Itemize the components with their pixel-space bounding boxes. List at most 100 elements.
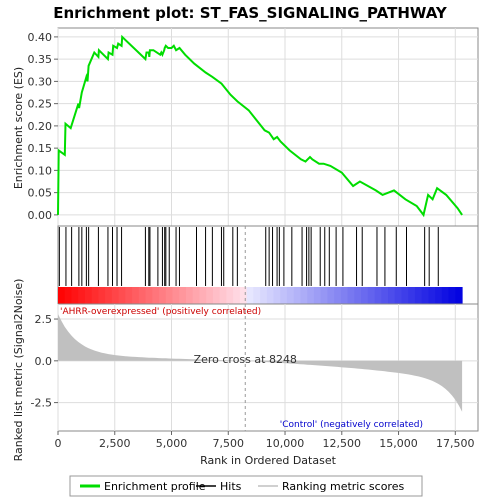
- chart-title: Enrichment plot: ST_FAS_SIGNALING_PATHWA…: [53, 4, 448, 22]
- colorbar-segment: [340, 287, 349, 304]
- colorbar-segment: [84, 287, 93, 304]
- colorbar-segment: [266, 287, 275, 304]
- es-y-axis: 0.00 0.05 0.10 0.15 0.20 0.25 0.30 0.35 0.40: [28, 31, 58, 222]
- colorbar-segment: [286, 287, 295, 304]
- colorbar-segment: [219, 287, 227, 304]
- x-tick-label: 12,500: [323, 437, 362, 450]
- es-panel: 0.00 0.05 0.10 0.15 0.20 0.25 0.30 0.35 0.40: [28, 27, 479, 227]
- colorbar-segment: [71, 287, 79, 304]
- colorbar-segment: [185, 287, 194, 304]
- legend-label: Enrichment profile: [104, 480, 206, 493]
- es-y-tick-label: 0.20: [28, 120, 53, 133]
- colorbar-segment: [199, 287, 207, 304]
- ranked-list-colorbar: [58, 287, 463, 304]
- legend-frame: [69, 475, 423, 497]
- colorbar-segment: [280, 287, 288, 304]
- colorbar-segment: [361, 287, 369, 304]
- colorbar-segment: [455, 287, 463, 304]
- es-y-tick-label: 0.00: [28, 209, 53, 222]
- es-y-tick-label: 0.30: [28, 75, 53, 88]
- colorbar-segment: [233, 287, 241, 304]
- x-axis: 0 2,500 5,000 7,500 10,000 12,500 15,000 17,500: [55, 431, 475, 450]
- colorbar-segment: [421, 287, 429, 304]
- x-axis-title: Rank in Ordered Dataset: [200, 454, 337, 467]
- x-tick-label: 10,000: [266, 437, 305, 450]
- ranking-metric-area: [58, 314, 463, 412]
- negative-correlation-label: 'Control' (negatively correlated): [280, 420, 423, 430]
- colorbar-segment: [206, 287, 214, 304]
- positive-correlation-label: 'AHRR-overexpressed' (positively correla…: [60, 307, 261, 317]
- hits-panel: [57, 225, 479, 305]
- colorbar-segment: [64, 287, 72, 304]
- colorbar-segment: [408, 287, 416, 304]
- colorbar-segment: [159, 287, 167, 304]
- colorbar-segment: [226, 287, 234, 304]
- colorbar-segment: [273, 287, 281, 304]
- colorbar-segment: [381, 287, 389, 304]
- colorbar-segment: [401, 287, 409, 304]
- colorbar-segment: [300, 287, 308, 304]
- hits-group: [58, 227, 439, 286]
- colorbar-segment: [414, 287, 423, 304]
- colorbar-segment: [78, 287, 86, 304]
- colorbar-segment: [145, 287, 153, 304]
- es-axis-title: Enrichment score (ES): [12, 67, 25, 189]
- colorbar-segment: [320, 287, 328, 304]
- x-tick-label: 17,500: [436, 437, 475, 450]
- colorbar-segment: [172, 287, 180, 304]
- x-tick-label: 15,000: [379, 437, 418, 450]
- colorbar-segment: [334, 287, 342, 304]
- metric-panel: 2.5 0.0 -2.5 'AHRR-overexpressed' (positiv…: [31, 226, 479, 432]
- colorbar-segment: [347, 287, 355, 304]
- colorbar-segment: [58, 287, 66, 304]
- colorbar-segment: [293, 287, 301, 304]
- legend-label: Ranking metric scores: [282, 480, 404, 493]
- colorbar-segment: [246, 287, 254, 304]
- colorbar-segment: [118, 287, 126, 304]
- metric-y-tick-label: 0.0: [35, 355, 53, 368]
- colorbar-segment: [192, 287, 200, 304]
- legend: Enrichment profile Hits Ranking metric sco…: [69, 475, 423, 497]
- colorbar-segment: [260, 287, 268, 304]
- es-y-tick-label: 0.10: [28, 164, 53, 177]
- es-y-tick-label: 0.35: [28, 53, 53, 66]
- x-tick-label: 2,500: [99, 437, 131, 450]
- metric-axis-title: Ranked list metric (Signal2Noise): [12, 279, 25, 462]
- x-tick-label: 0: [55, 437, 62, 450]
- colorbar-segment: [354, 287, 362, 304]
- x-tick-label: 5,000: [156, 437, 188, 450]
- colorbar-segment: [152, 287, 160, 304]
- colorbar-segment: [448, 287, 456, 304]
- colorbar-segment: [212, 287, 221, 304]
- metric-y-tick-label: -2.5: [31, 397, 52, 410]
- es-plot-frame: [57, 27, 479, 227]
- enrichment-profile-line: [57, 34, 463, 218]
- zero-cross-label: Zero cross at 8248: [194, 353, 297, 366]
- metric-y-axis: 2.5 0.0 -2.5: [31, 313, 58, 410]
- colorbar-segment: [441, 287, 450, 304]
- metric-y-tick-label: 2.5: [35, 313, 53, 326]
- colorbar-segment: [98, 287, 106, 304]
- x-tick-label: 7,500: [213, 437, 245, 450]
- colorbar-segment: [91, 287, 99, 304]
- colorbar-segment: [105, 287, 113, 304]
- es-y-tick-label: 0.15: [28, 142, 53, 155]
- colorbar-segment: [253, 287, 261, 304]
- colorbar-segment: [307, 287, 315, 304]
- colorbar-segment: [374, 287, 382, 304]
- colorbar-segment: [239, 287, 248, 304]
- legend-label: Hits: [220, 480, 242, 493]
- colorbar-segment: [327, 287, 335, 304]
- colorbar-segment: [165, 287, 173, 304]
- colorbar-segment: [111, 287, 120, 304]
- colorbar-segment: [394, 287, 402, 304]
- colorbar-segment: [388, 287, 396, 304]
- colorbar-segment: [435, 287, 443, 304]
- colorbar-segment: [179, 287, 187, 304]
- colorbar-segment: [428, 287, 436, 304]
- colorbar-segment: [367, 287, 376, 304]
- metric-grid: [57, 304, 478, 431]
- colorbar-segment: [313, 287, 322, 304]
- es-grid: [57, 28, 478, 226]
